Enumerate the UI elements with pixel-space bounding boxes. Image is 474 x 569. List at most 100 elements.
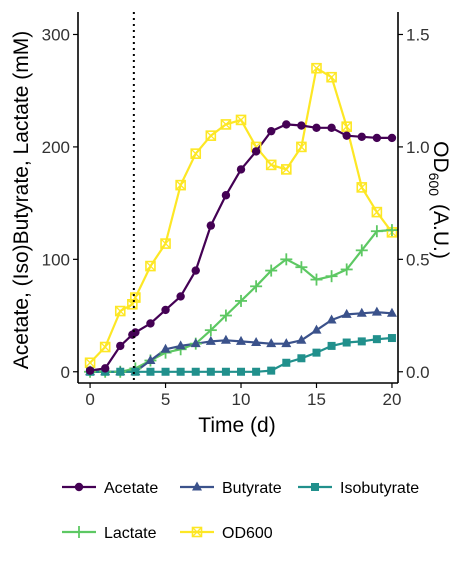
- y-left-tick-label: 0: [61, 363, 70, 382]
- data-point-lactate: [355, 244, 368, 257]
- data-point-butyrate: [266, 338, 277, 348]
- data-point-acetate: [116, 341, 125, 351]
- data-point-isobutyrate: [221, 367, 230, 376]
- legend: Acetate Butyrate Isobutyrate Lactate OD600: [62, 480, 419, 542]
- x-tick-label: 10: [232, 390, 251, 409]
- data-point-od600: [160, 238, 171, 249]
- legend-item-lactate: Lactate: [62, 525, 157, 542]
- x-tick-label: 5: [161, 390, 170, 409]
- series-line-od600: [89, 67, 393, 364]
- data-point-isobutyrate: [146, 367, 155, 376]
- data-point-acetate: [146, 319, 155, 328]
- data-point-lactate: [370, 225, 383, 238]
- x-tick-label: 0: [85, 390, 94, 409]
- data-point-lactate: [310, 273, 323, 286]
- data-point-isobutyrate: [252, 367, 261, 376]
- x-tick-label: 15: [307, 390, 326, 409]
- data-point-od600: [311, 62, 322, 74]
- data-point-lactate: [235, 294, 248, 307]
- data-point-od600: [281, 164, 292, 175]
- x-axis-title: Time (d): [198, 414, 275, 437]
- data-point-butyrate: [236, 335, 247, 345]
- data-point-od600: [356, 182, 368, 193]
- data-point-acetate: [100, 364, 110, 373]
- data-point-butyrate: [251, 337, 262, 347]
- data-point-acetate: [387, 133, 397, 143]
- data-point-butyrate: [145, 355, 156, 365]
- data-point-acetate: [251, 147, 261, 156]
- svg-text:OD600(A.U.): OD600 (A.U.): [426, 141, 452, 259]
- legend-label: OD600: [222, 525, 273, 542]
- data-point-lactate: [340, 263, 353, 276]
- data-point-isobutyrate: [387, 334, 396, 343]
- data-point-butyrate: [175, 340, 186, 350]
- data-point-isobutyrate: [372, 335, 381, 344]
- data-point-lactate: [219, 309, 232, 322]
- x-tick-label: 20: [383, 390, 402, 409]
- y-right-tick-label: 1.5: [406, 25, 430, 44]
- legend-swatch-marker: [311, 483, 319, 491]
- y-right-title-unit: (A.U.): [429, 204, 452, 259]
- data-point-acetate: [297, 121, 306, 130]
- data-point-isobutyrate: [237, 367, 246, 376]
- legend-swatch-marker: [192, 481, 202, 491]
- data-point-lactate: [265, 264, 278, 277]
- data-point-od600: [341, 121, 352, 132]
- y-right-axis-title: OD600 (A.U.): [426, 141, 452, 259]
- plot-lines: [89, 67, 393, 373]
- data-point-acetate: [372, 133, 382, 143]
- data-point-butyrate: [190, 338, 201, 348]
- data-point-acetate: [312, 123, 321, 132]
- data-point-od600: [175, 179, 186, 191]
- data-point-od600: [145, 260, 156, 272]
- data-point-od600: [371, 206, 383, 218]
- data-point-isobutyrate: [116, 367, 125, 376]
- data-point-lactate: [280, 253, 293, 266]
- data-point-butyrate: [220, 334, 231, 344]
- data-point-lactate: [325, 270, 338, 283]
- data-point-od600: [326, 71, 337, 83]
- data-point-butyrate: [160, 343, 171, 353]
- data-point-isobutyrate: [161, 367, 170, 376]
- data-point-od600: [220, 119, 232, 130]
- data-point-isobutyrate: [357, 337, 366, 346]
- data-point-acetate: [161, 305, 170, 315]
- data-point-butyrate: [281, 338, 292, 348]
- plot-markers: [84, 62, 398, 378]
- data-point-acetate: [131, 328, 140, 337]
- data-point-isobutyrate: [282, 358, 291, 367]
- data-point-isobutyrate: [176, 367, 185, 376]
- data-point-isobutyrate: [191, 367, 200, 376]
- data-point-od600: [235, 114, 247, 126]
- y-left-tick-label: 200: [42, 138, 70, 157]
- data-point-acetate: [176, 292, 185, 301]
- data-point-acetate: [236, 165, 246, 174]
- data-point-od600: [114, 305, 126, 317]
- data-point-butyrate: [296, 334, 307, 344]
- data-point-acetate: [221, 191, 231, 200]
- y-axis-title: Acetate, (Iso)Butyrate, Lactate (mM): [10, 31, 33, 369]
- y-left-tick-label: 300: [42, 25, 70, 44]
- legend-item-od600: OD600: [180, 525, 273, 542]
- data-point-acetate: [357, 132, 366, 141]
- data-point-butyrate: [205, 335, 216, 345]
- y-right-tick-label: 0.5: [406, 250, 430, 269]
- data-point-acetate: [267, 126, 276, 136]
- axes: [77, 12, 399, 384]
- data-point-od600: [190, 148, 202, 159]
- data-point-butyrate: [341, 308, 352, 318]
- legend-label: Acetate: [104, 480, 158, 497]
- data-point-lactate: [385, 224, 398, 237]
- data-point-isobutyrate: [206, 367, 215, 376]
- legend-item-butyrate: Butyrate: [180, 480, 282, 497]
- legend-swatch-marker: [74, 482, 84, 492]
- data-point-lactate: [250, 280, 263, 293]
- data-point-od600: [130, 292, 141, 303]
- data-point-butyrate: [326, 314, 337, 324]
- data-point-acetate: [85, 366, 95, 375]
- data-point-butyrate: [356, 307, 367, 317]
- data-point-isobutyrate: [327, 341, 336, 350]
- data-point-lactate: [204, 324, 217, 337]
